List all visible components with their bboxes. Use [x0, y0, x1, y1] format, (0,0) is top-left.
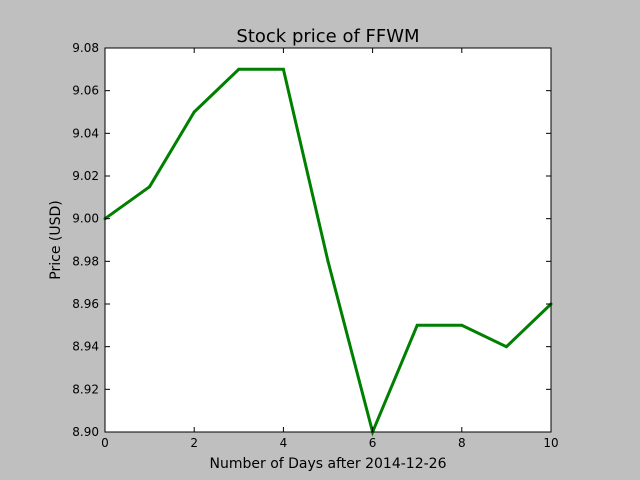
- y-axis-label: Price (USD): [48, 200, 64, 279]
- y-tick-label: 8.98: [72, 254, 99, 268]
- x-tick-label: 0: [101, 436, 109, 450]
- y-tick-label: 9.04: [72, 126, 99, 140]
- x-tick-label: 4: [280, 436, 288, 450]
- x-axis-label: Number of Days after 2014-12-26: [210, 456, 447, 472]
- x-axis: 0 2 4 6 8 10: [101, 48, 559, 450]
- data-point: [192, 110, 196, 114]
- data-point: [326, 259, 330, 263]
- x-tick-label: 6: [369, 436, 377, 450]
- plot-area: [105, 48, 551, 432]
- x-tick-label: 2: [190, 436, 198, 450]
- y-tick-label: 9.08: [72, 41, 99, 55]
- x-tick-label: 10: [543, 436, 558, 450]
- y-tick-label: 8.90: [72, 425, 99, 439]
- y-tick-label: 9.06: [72, 84, 99, 98]
- data-point: [148, 185, 152, 189]
- data-point: [504, 345, 508, 349]
- data-point: [460, 323, 464, 327]
- y-tick-label: 9.02: [72, 169, 99, 183]
- data-point: [415, 323, 419, 327]
- y-tick-label: 8.94: [72, 340, 99, 354]
- data-point: [281, 67, 285, 71]
- y-axis: 8.90 8.92 8.94 8.96 8.98 9.00 9.02 9.04 9.06 9.08: [72, 41, 551, 439]
- plot-frame: [104, 47, 552, 433]
- x-tick-label: 8: [458, 436, 466, 450]
- y-tick-label: 9.00: [72, 212, 99, 226]
- y-tick-label: 8.92: [72, 382, 99, 396]
- y-tick-label: 8.96: [72, 297, 99, 311]
- data-point: [237, 67, 241, 71]
- chart-title: Stock price of FFWM: [236, 26, 419, 47]
